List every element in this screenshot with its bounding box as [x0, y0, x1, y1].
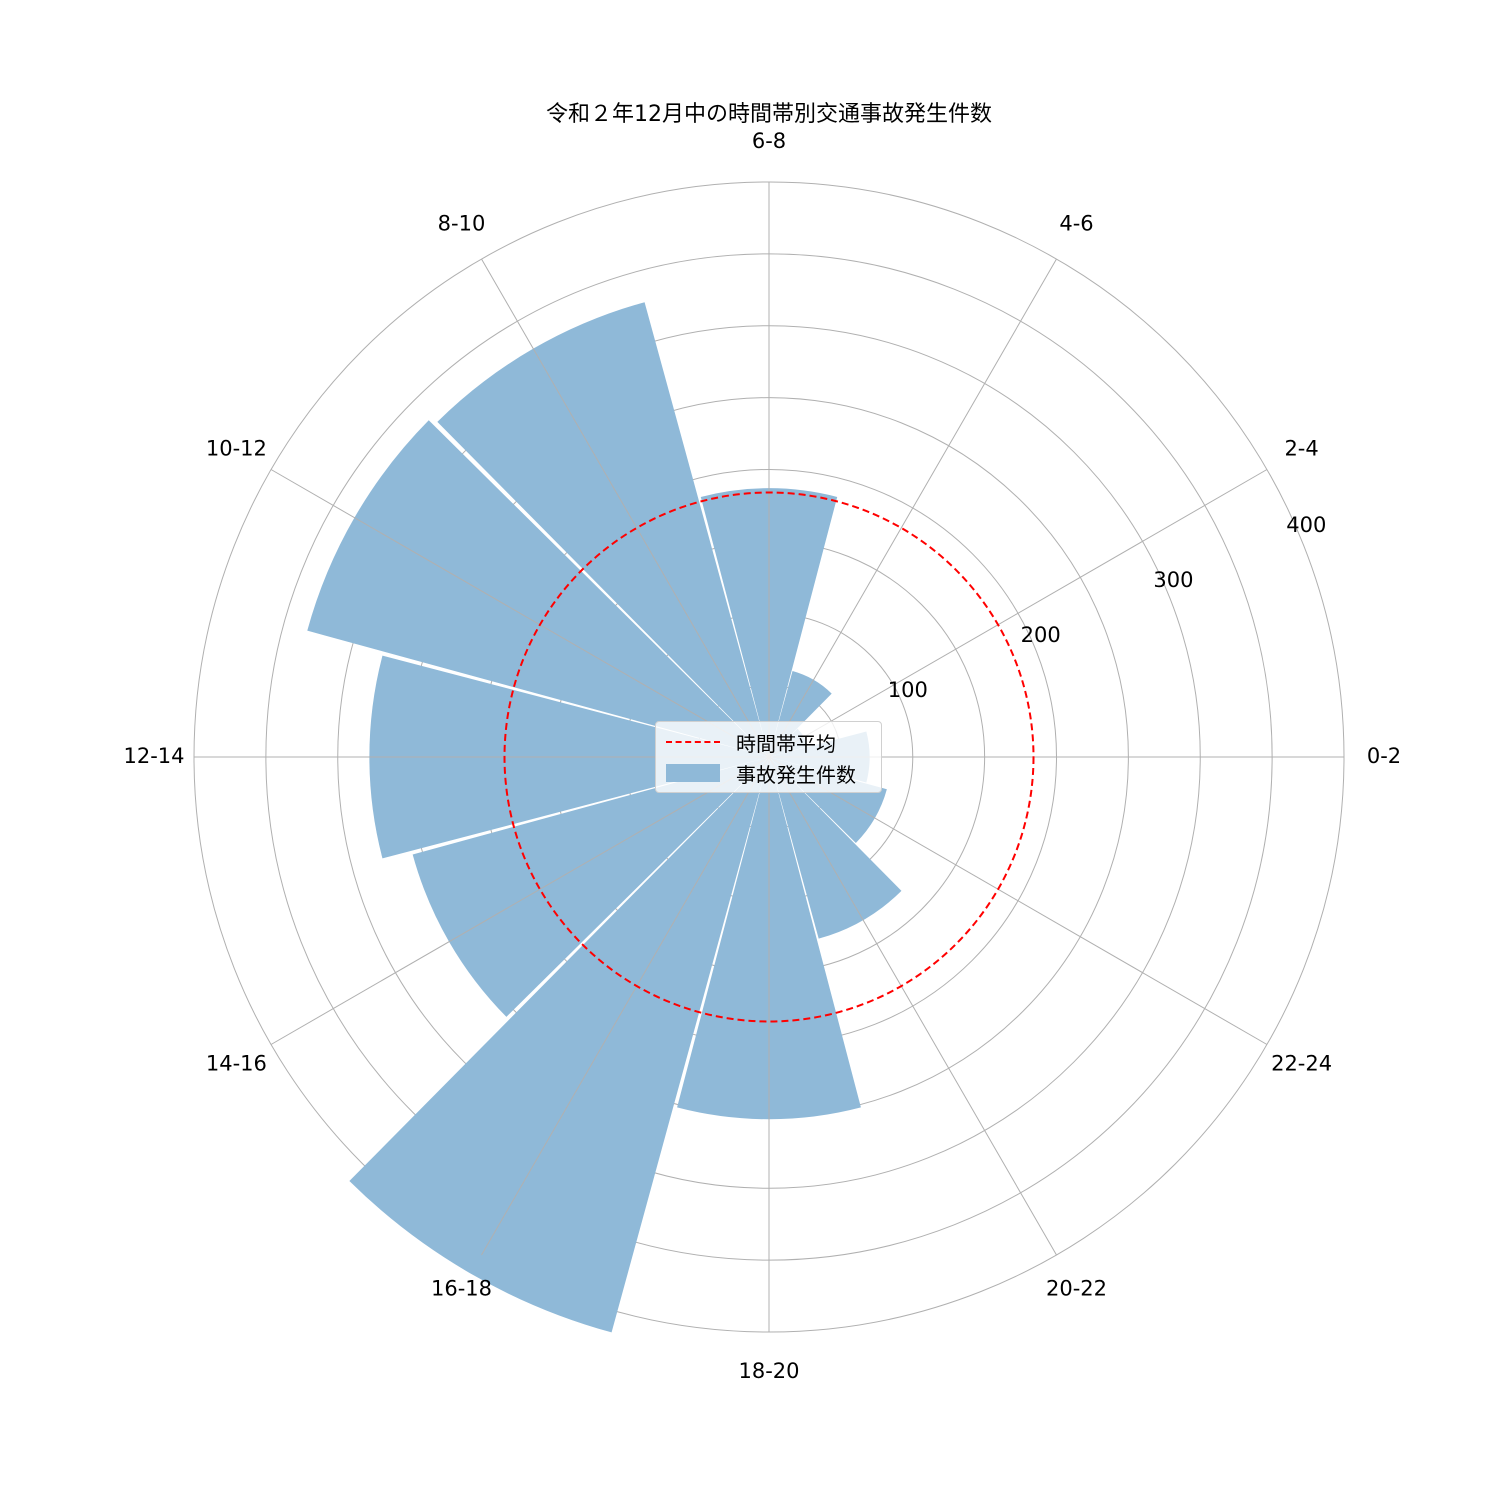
category-label: 8-10	[438, 211, 486, 235]
bar-8-10	[437, 302, 769, 757]
category-label: 10-12	[206, 437, 267, 461]
category-labels: 0-2 2-4 4-6 6-8 8-10 10-12 12-14 14-16 16-18 18-2…	[123, 129, 1401, 1383]
spoke-line	[768, 258, 1057, 758]
bar-14-16	[412, 757, 769, 1017]
radial-tick-label: 400	[1286, 513, 1326, 537]
category-label: 14-16	[206, 1052, 267, 1076]
angular-grid	[194, 182, 1344, 1332]
radial-tick-label: 100	[888, 678, 928, 702]
category-label: 12-14	[123, 744, 184, 768]
bars-layer	[307, 302, 902, 1333]
spoke-line	[270, 756, 770, 1045]
bar-10-12	[307, 420, 769, 757]
spoke-line	[768, 756, 1268, 1045]
legend: 時間帯平均 事故発生件数	[655, 721, 882, 793]
bar-16-18	[349, 757, 769, 1333]
category-label: 6-8	[752, 129, 786, 153]
category-label: 22-24	[1271, 1052, 1332, 1076]
bar-20-22	[769, 757, 902, 939]
average-reference-circle	[503, 491, 1035, 1023]
spoke-line	[270, 469, 770, 758]
radial-tick-label: 300	[1153, 568, 1193, 592]
category-label: 20-22	[1046, 1277, 1107, 1301]
chart-title: 令和２年12月中の時間帯別交通事故発生件数	[546, 102, 992, 127]
radial-tick-label: 200	[1021, 623, 1061, 647]
category-label: 2-4	[1284, 437, 1318, 461]
spoke-line	[768, 469, 1268, 758]
legend-label-count: 事故発生件数	[736, 762, 856, 787]
category-label: 4-6	[1059, 211, 1093, 235]
spoke-line	[768, 756, 1057, 1256]
reference-layer	[503, 491, 1035, 1023]
category-label: 18-20	[738, 1359, 799, 1383]
spoke-line	[481, 258, 770, 758]
spoke-line	[481, 756, 770, 1256]
legend-dashed-line-icon	[666, 741, 720, 743]
legend-item-average: 時間帯平均	[666, 729, 836, 756]
radial-tick-labels: 100 200 300 400	[888, 513, 1327, 702]
legend-bar-swatch-icon	[666, 764, 720, 782]
legend-label-average: 時間帯平均	[736, 731, 836, 756]
category-label: 0-2	[1367, 744, 1401, 768]
legend-item-count: 事故発生件数	[666, 760, 856, 787]
category-label: 16-18	[431, 1277, 492, 1301]
